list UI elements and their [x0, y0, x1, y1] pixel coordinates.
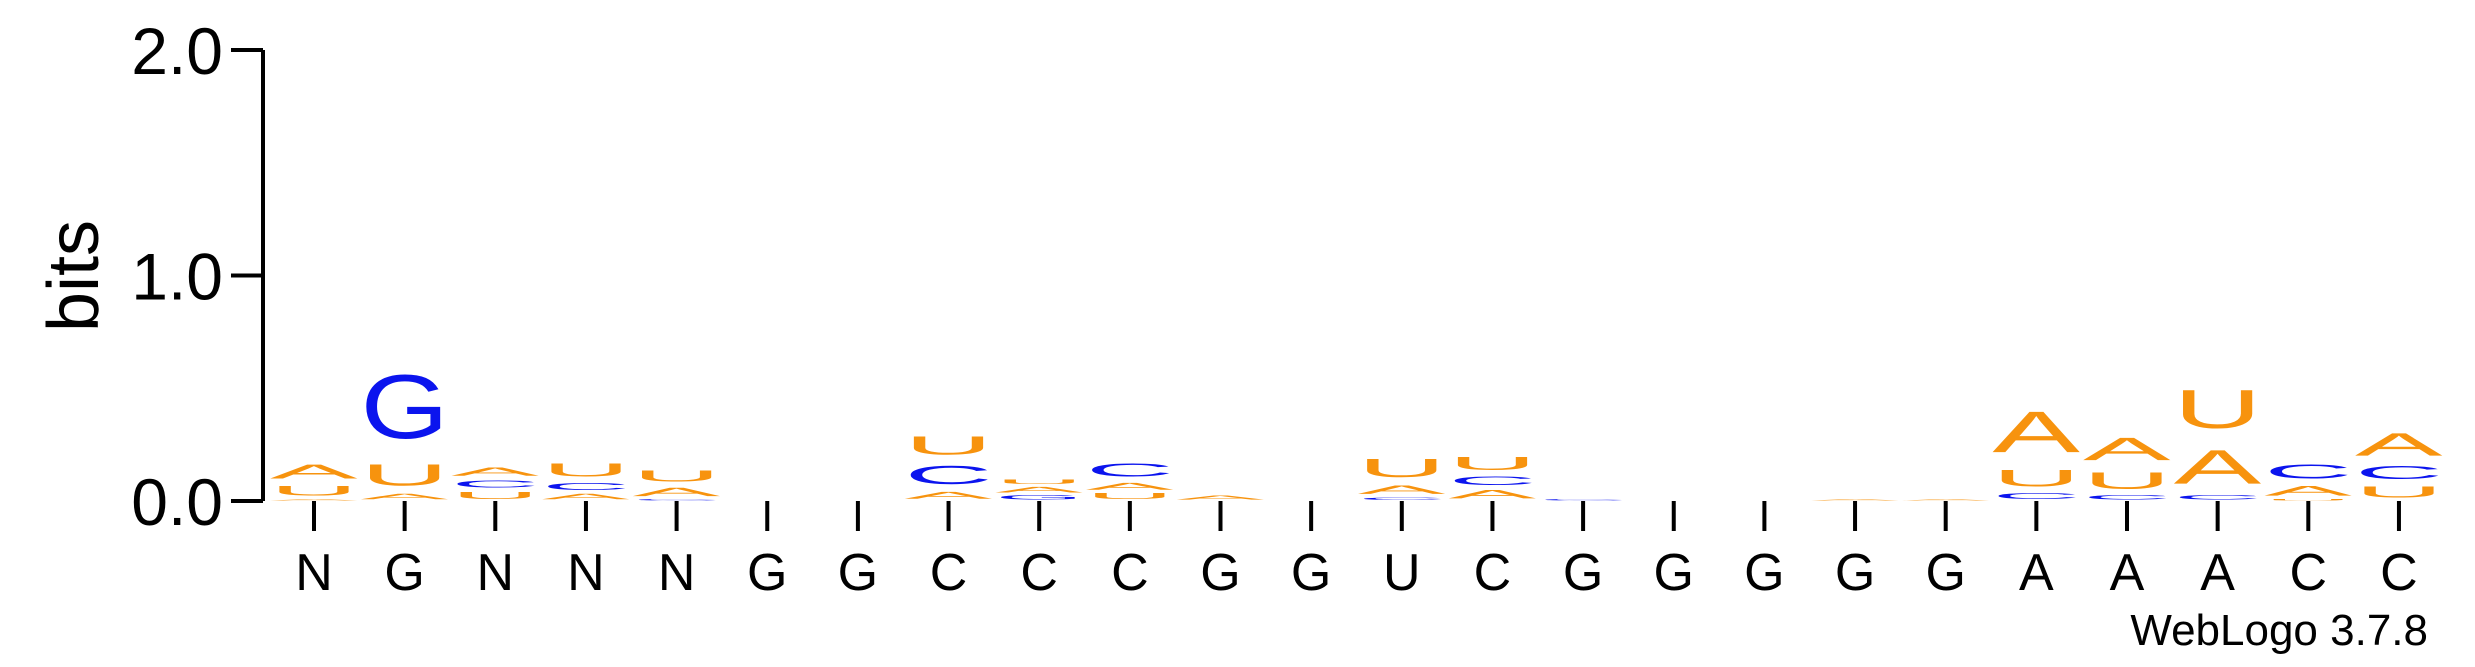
logo-letter-c: C	[1358, 497, 1446, 501]
logo-letter-a: A	[361, 492, 449, 501]
logo-letter-u: U	[1358, 453, 1446, 482]
x-tick-label: G	[1835, 544, 1875, 602]
logo-letter-a: A	[542, 492, 630, 501]
x-tick-label: G	[747, 544, 787, 602]
logo-letter-a: A	[633, 485, 722, 498]
logo-letter-c: C	[905, 460, 993, 489]
logo-letter-a: A	[905, 490, 993, 501]
x-tick-label: G	[1200, 544, 1240, 602]
weblogo-credit: WebLogo 3.7.8	[2130, 606, 2428, 655]
logo-letter-a: A	[451, 465, 540, 478]
logo-letter-c: C	[2355, 463, 2443, 483]
logo-letter-u: U	[451, 490, 539, 501]
x-tick-label: G	[1744, 544, 1784, 602]
logo-letter-g: G	[361, 356, 449, 458]
logo-letter-c: C	[1448, 474, 1536, 487]
logo-letter-c: C	[1992, 492, 2080, 501]
logo-letter-a: A	[270, 499, 358, 501]
x-tick-label: A	[2110, 544, 2145, 602]
logo-letter-c: C	[2083, 494, 2171, 501]
logo-letter-u: U	[361, 458, 449, 492]
logo-letter-c: C	[2264, 460, 2352, 483]
x-tick-label: A	[2019, 544, 2054, 602]
x-tick-label: C	[1111, 544, 1149, 602]
x-tick-label: C	[2380, 544, 2418, 602]
logo-letter-a: A	[1811, 499, 1899, 501]
logo-letter-u: U	[2174, 379, 2262, 439]
logo-letter-a: A	[2083, 431, 2171, 467]
logo-letter-a: A	[1902, 499, 1990, 501]
x-tick-label: G	[1563, 544, 1603, 602]
logo-letter-c: C	[451, 479, 539, 490]
y-tick-label: 2.0	[131, 14, 223, 88]
logo-letter-a: A	[1358, 483, 1447, 496]
logo-letter-u: U	[905, 431, 993, 460]
logo-letter-a: A	[995, 485, 1083, 494]
logo-letter-c: C	[1539, 499, 1627, 501]
x-tick-label: G	[384, 544, 424, 602]
logo-letter-a: A	[1992, 399, 2080, 464]
logo-letter-u: U	[633, 467, 721, 485]
logo-letter-u: U	[542, 460, 630, 480]
logo-letter-u: U	[995, 478, 1083, 485]
x-tick-label: N	[567, 544, 605, 602]
logo-letter-c: C	[633, 499, 721, 501]
x-tick-label: G	[1925, 544, 1965, 602]
x-tick-label: N	[658, 544, 696, 602]
logo-letter-c: C	[1086, 460, 1174, 480]
x-tick-label: A	[2200, 544, 2235, 602]
logo-letter-a: A	[1177, 494, 1265, 501]
logo-letter-u: U	[2355, 483, 2443, 501]
logo-letter-c: C	[2174, 494, 2262, 501]
y-tick-label: 0.0	[131, 465, 223, 539]
logo-letter-c: C	[542, 481, 630, 492]
x-tick-label: G	[1291, 544, 1331, 602]
logo-letter-u: U	[1086, 492, 1174, 501]
x-tick-label: N	[295, 544, 333, 602]
logo-letter-g: G	[995, 494, 1083, 501]
x-tick-label: G	[838, 544, 878, 602]
logo-letter-a: A	[2355, 427, 2443, 463]
x-tick-label: N	[477, 544, 515, 602]
x-tick-label: C	[2290, 544, 2328, 602]
x-tick-label: G	[1654, 544, 1694, 602]
logo-letter-a: A	[270, 460, 358, 482]
x-tick-label: U	[1383, 544, 1421, 602]
logo-letter-a: A	[2174, 440, 2262, 494]
x-tick-label: C	[930, 544, 968, 602]
logo-letter-u: U	[270, 483, 358, 499]
y-axis-ticks: 0.0 1.0 2.0	[131, 14, 263, 539]
logo-letter-a: A	[1448, 487, 1537, 500]
y-tick-label: 1.0	[131, 240, 223, 314]
logo-letter-a: A	[2264, 483, 2353, 499]
logo-letter-a: A	[1086, 481, 1174, 492]
logo-letter-u: U	[2083, 467, 2171, 494]
logo-letter-u: U	[2264, 499, 2352, 501]
x-tick-label: C	[1020, 544, 1058, 602]
y-axis-label: bits	[34, 220, 114, 332]
logo-letter-u: U	[1448, 454, 1536, 474]
logo-letter-u: U	[1992, 465, 2080, 492]
x-tick-label: C	[1474, 544, 1512, 602]
